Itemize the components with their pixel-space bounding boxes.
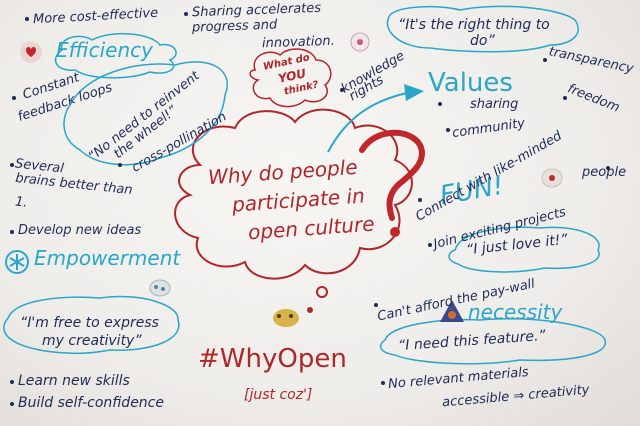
item-people: people [582, 165, 627, 180]
item-express-1: “I'm free to express [20, 315, 159, 331]
heading-necessity: necessity [468, 300, 563, 324]
wheel-cloud [63, 61, 228, 166]
item-values-sharing: sharing [470, 97, 519, 112]
item-confidence: Build self-confidence [18, 395, 164, 411]
thought-cloud [174, 108, 413, 280]
bullets [10, 12, 610, 406]
feature-cloud [379, 317, 607, 365]
arrowhead [404, 84, 424, 101]
arrow-icon [327, 91, 413, 153]
triangle-logo-dot [448, 311, 456, 319]
item-sharing-2: progress and [191, 17, 278, 36]
bunny-sticker-icon [149, 279, 171, 297]
efficiency-cloud [54, 32, 177, 79]
cloud-dot-1 [316, 286, 328, 298]
heading-values: Values [428, 68, 513, 98]
express-cloud [3, 295, 180, 355]
item-express-2: my creativity” [42, 333, 142, 349]
item-right-thing-2: do” [470, 33, 495, 49]
hashtag-whyopen: #WhyOpen [198, 344, 347, 374]
question-mark-dot [390, 227, 400, 237]
love-cloud [448, 226, 600, 273]
item-brains-3: 1. [14, 194, 29, 211]
item-sharing-3: innovation. [261, 33, 335, 52]
heading-efficiency: Efficiency [56, 38, 153, 62]
small-bubble [249, 48, 332, 108]
item-right-thing-1: “It's the right thing to [398, 17, 550, 33]
item-skills: Learn new skills [18, 373, 130, 389]
item-ideas: Develop new ideas [18, 223, 142, 238]
asterisk-icon [5, 250, 29, 274]
question-mark-icon [359, 129, 425, 221]
cloud-dot-2 [307, 307, 313, 313]
right-thing-cloud [386, 5, 579, 53]
bear-sticker-icon [273, 309, 299, 327]
asterisk-strokes [9, 254, 25, 270]
heading-empowerment: Empowerment [34, 246, 181, 270]
just-coz: [just coz'] [244, 387, 313, 403]
